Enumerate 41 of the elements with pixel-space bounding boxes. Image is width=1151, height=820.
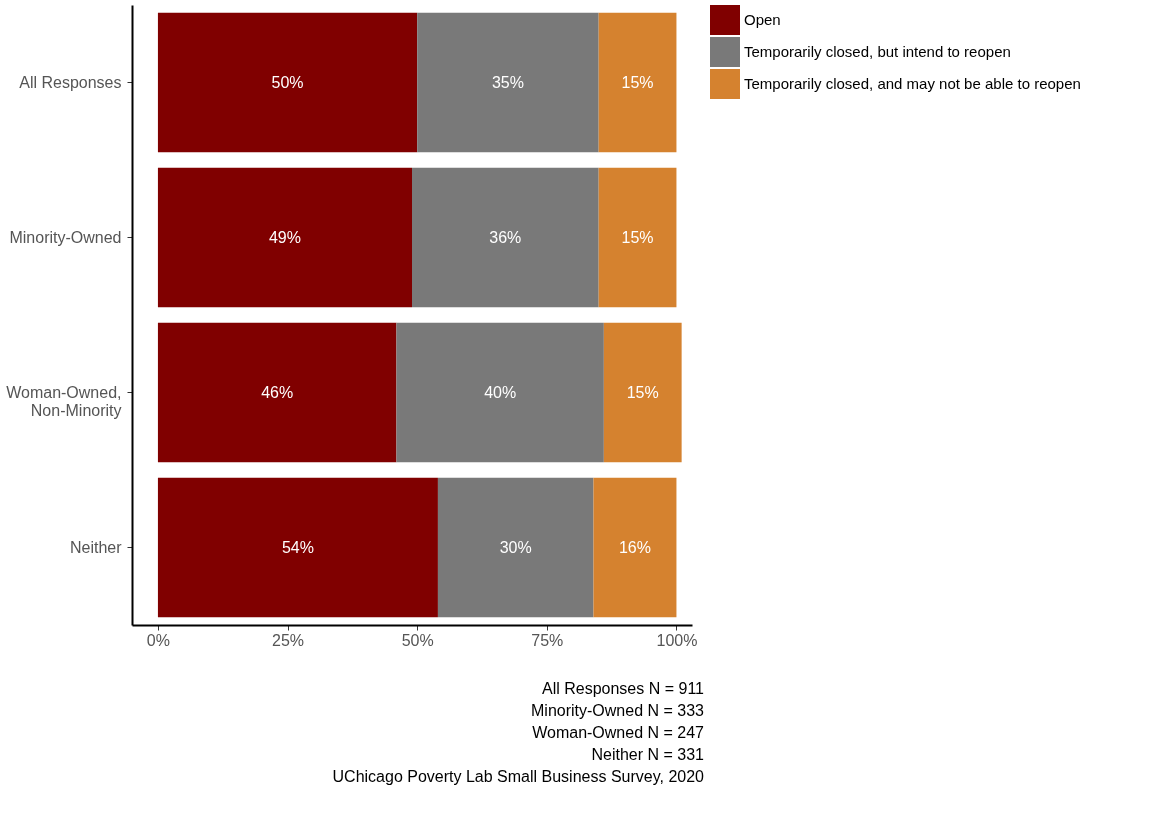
y-tick-label: Woman-Owned, Non-Minority: [6, 383, 122, 419]
x-tick-label: 25%: [272, 631, 305, 649]
text: Minority-Owned N = 333: [531, 702, 705, 719]
data-label: 49%: [268, 228, 301, 246]
data-label: 46%: [261, 383, 294, 401]
x-tick-label: 100%: [656, 631, 698, 649]
text: All Responses N = 911: [541, 680, 705, 697]
text: UChicago Poverty Lab Small Business Survey, 2020: [332, 768, 705, 785]
x-tick-label: 50%: [401, 631, 434, 649]
bar: [396, 322, 604, 463]
data-label: 30%: [499, 538, 532, 556]
legend-label: Temporarily closed, and may not be able to reopen: [744, 75, 1081, 92]
data-label: 15%: [626, 383, 659, 401]
data-label: 16%: [618, 538, 651, 556]
bar: [157, 167, 412, 308]
legend-label: Open: [744, 11, 781, 28]
bar: [157, 12, 418, 153]
bar: [437, 477, 594, 618]
data-label: 35%: [491, 73, 524, 91]
bar: [598, 12, 677, 153]
x-tick-label: 75%: [531, 631, 564, 649]
data-label: 15%: [621, 73, 654, 91]
bar: [157, 322, 397, 463]
legend-label: Temporarily closed, but intend to reopen: [744, 43, 1011, 60]
bar: [412, 167, 599, 308]
bar: [598, 167, 677, 308]
x-tick-label: 0%: [146, 631, 170, 649]
bar: [417, 12, 599, 153]
text: Woman-Owned N = 247: [532, 724, 705, 741]
data-label: 54%: [281, 538, 314, 556]
bar: [593, 477, 677, 618]
data-label: 50%: [271, 73, 304, 91]
data-label: 15%: [621, 228, 654, 246]
y-tick-label: Neither: [69, 538, 123, 556]
y-tick-label: Minority-Owned: [9, 228, 122, 246]
y-tick-label: All Responses: [19, 73, 122, 91]
data-label: 40%: [484, 383, 517, 401]
bar: [157, 477, 438, 618]
bar: [603, 322, 682, 463]
text: Neither N = 331: [591, 746, 705, 763]
data-label: 36%: [489, 228, 522, 246]
